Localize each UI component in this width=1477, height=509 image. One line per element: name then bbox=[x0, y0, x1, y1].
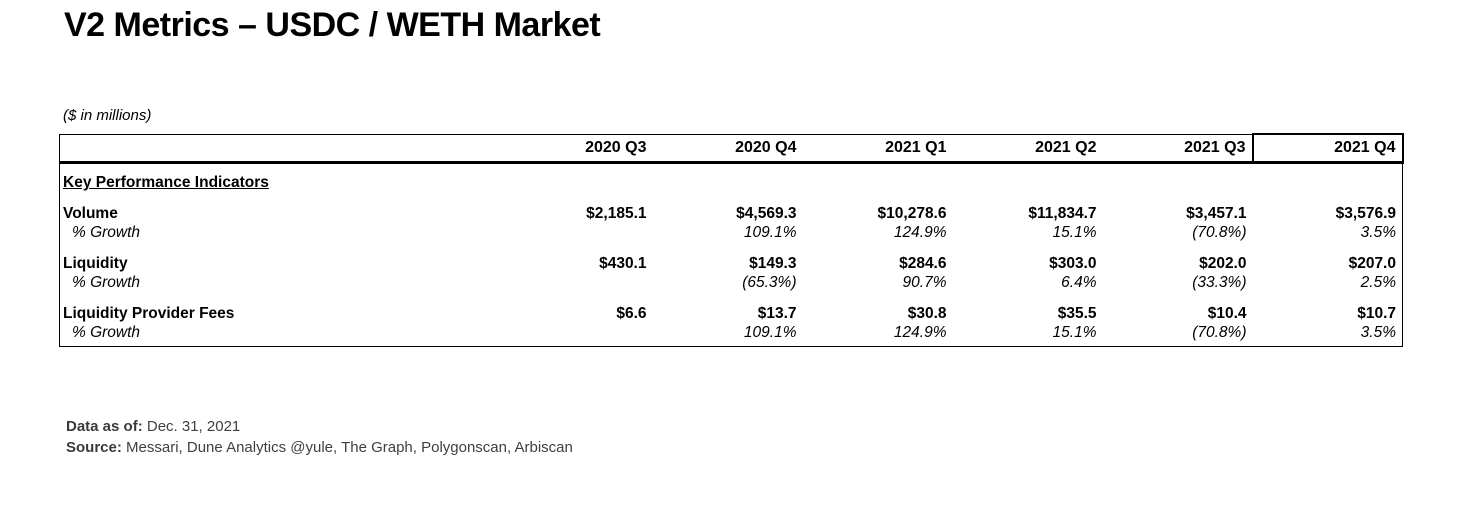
section-header-row: Key Performance Indicators bbox=[60, 163, 1403, 197]
source-line: Source: Messari, Dune Analytics @yule, T… bbox=[66, 437, 573, 458]
table-row-lp-fees: Liquidity Provider Fees $6.6 $13.7 $30.8… bbox=[60, 296, 1403, 324]
growth-value: (65.3%) bbox=[742, 274, 797, 291]
row-label-liquidity: Liquidity bbox=[63, 255, 128, 272]
row-label-growth: % Growth bbox=[72, 274, 141, 291]
metric-value: $303.0 bbox=[1049, 255, 1097, 272]
footer-notes: Data as of: Dec. 31, 2021 Source: Messar… bbox=[66, 416, 573, 458]
metric-value: $3,457.1 bbox=[1186, 205, 1247, 222]
units-note: ($ in millions) bbox=[63, 107, 152, 124]
table-row-lp-fees-growth: % Growth 109.1% 124.9% 15.1% (70.8%) 3.5… bbox=[60, 324, 1403, 347]
column-header-2020-q3: 2020 Q3 bbox=[585, 138, 647, 156]
row-label-volume: Volume bbox=[63, 205, 118, 222]
growth-value: 6.4% bbox=[1061, 274, 1097, 291]
growth-value: 15.1% bbox=[1052, 224, 1097, 241]
growth-value bbox=[503, 324, 653, 347]
metric-value: $2,185.1 bbox=[586, 205, 647, 222]
column-header-2021-q2: 2021 Q2 bbox=[1035, 138, 1097, 156]
metrics-table: 2020 Q3 2020 Q4 2021 Q1 2021 Q2 2021 Q3 … bbox=[59, 133, 1404, 347]
source-label: Source: bbox=[66, 439, 122, 456]
metric-value: $3,576.9 bbox=[1335, 205, 1396, 222]
column-header-2021-q3: 2021 Q3 bbox=[1184, 138, 1246, 156]
metric-value: $430.1 bbox=[599, 255, 647, 272]
metric-value: $10,278.6 bbox=[877, 205, 947, 222]
metric-value: $202.0 bbox=[1199, 255, 1247, 272]
growth-value: (70.8%) bbox=[1192, 224, 1247, 241]
metric-value: $6.6 bbox=[616, 305, 647, 322]
metric-value: $4,569.3 bbox=[736, 205, 797, 222]
growth-value bbox=[503, 224, 653, 246]
metric-value: $35.5 bbox=[1057, 305, 1097, 322]
growth-value: 109.1% bbox=[743, 224, 797, 241]
metric-value: $10.7 bbox=[1357, 305, 1396, 322]
growth-value: 3.5% bbox=[1360, 224, 1396, 241]
table-row-liquidity-growth: % Growth (65.3%) 90.7% 6.4% (33.3%) 2.5% bbox=[60, 274, 1403, 296]
data-as-of-label: Data as of: bbox=[66, 418, 143, 435]
growth-value: 2.5% bbox=[1360, 274, 1396, 291]
table-row-volume-growth: % Growth 109.1% 124.9% 15.1% (70.8%) 3.5… bbox=[60, 224, 1403, 246]
column-header-2021-q4-highlighted: 2021 Q4 bbox=[1251, 133, 1404, 164]
metric-value: $30.8 bbox=[907, 305, 947, 322]
column-header-2021-q1: 2021 Q1 bbox=[885, 138, 947, 156]
growth-value: 15.1% bbox=[1052, 324, 1097, 341]
kpi-section-header: Key Performance Indicators bbox=[63, 174, 269, 191]
growth-value: 124.9% bbox=[893, 324, 947, 341]
column-header-2020-q4: 2020 Q4 bbox=[735, 138, 797, 156]
metric-value: $149.3 bbox=[749, 255, 797, 272]
metric-value: $207.0 bbox=[1348, 255, 1396, 272]
growth-value: 3.5% bbox=[1360, 324, 1396, 341]
column-header-blank bbox=[60, 134, 503, 163]
metric-value: $284.6 bbox=[899, 255, 947, 272]
growth-value: 124.9% bbox=[893, 224, 947, 241]
growth-value: 90.7% bbox=[902, 274, 947, 291]
growth-value: 109.1% bbox=[743, 324, 797, 341]
row-label-growth: % Growth bbox=[72, 324, 141, 341]
table-header-row: 2020 Q3 2020 Q4 2021 Q1 2021 Q2 2021 Q3 … bbox=[59, 133, 1404, 164]
data-as-of-value: Dec. 31, 2021 bbox=[142, 418, 241, 435]
table-row-volume: Volume $2,185.1 $4,569.3 $10,278.6 $11,8… bbox=[60, 196, 1403, 224]
growth-value: (70.8%) bbox=[1192, 324, 1247, 341]
row-label-growth: % Growth bbox=[72, 224, 141, 241]
metric-value: $13.7 bbox=[757, 305, 797, 322]
metric-value: $10.4 bbox=[1207, 305, 1247, 322]
table-row-liquidity: Liquidity $430.1 $149.3 $284.6 $303.0 $2… bbox=[60, 246, 1403, 274]
metric-value: $11,834.7 bbox=[1028, 205, 1097, 222]
growth-value bbox=[503, 274, 653, 296]
row-label-lp-fees: Liquidity Provider Fees bbox=[63, 305, 235, 322]
page-title: V2 Metrics – USDC / WETH Market bbox=[64, 6, 601, 44]
growth-value: (33.3%) bbox=[1192, 274, 1247, 291]
source-value: Messari, Dune Analytics @yule, The Graph… bbox=[121, 439, 573, 456]
data-as-of-line: Data as of: Dec. 31, 2021 bbox=[66, 416, 573, 437]
